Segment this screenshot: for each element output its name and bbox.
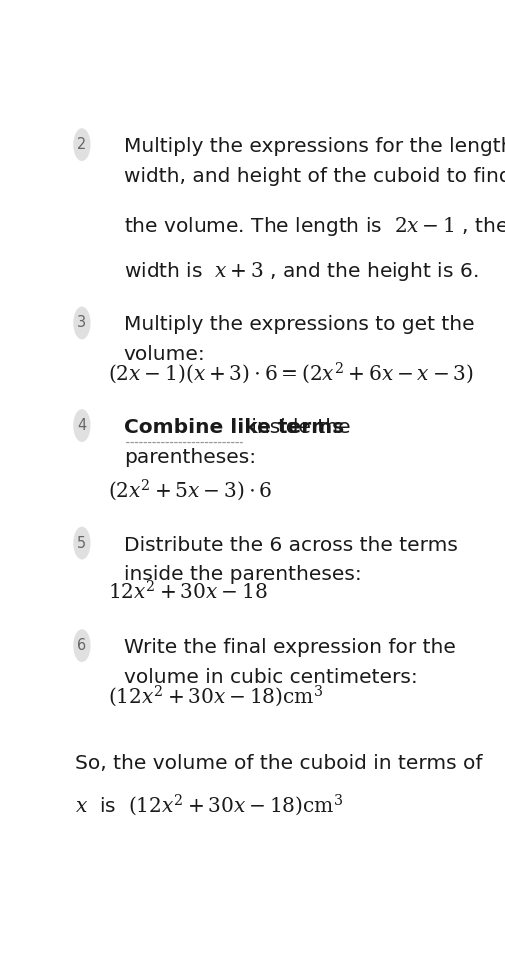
Text: $(12x^2+30x-18)\mathrm{cm}^3$: $(12x^2+30x-18)\mathrm{cm}^3$: [108, 683, 323, 708]
Text: inside the parentheses:: inside the parentheses:: [124, 566, 362, 584]
Text: $x$  is  $(12x^2+30x-18)\mathrm{cm}^3$: $x$ is $(12x^2+30x-18)\mathrm{cm}^3$: [75, 793, 343, 818]
Text: Multiply the expressions to get the: Multiply the expressions to get the: [124, 316, 474, 334]
Text: $(2x-1)(x+3)\cdot 6 = (2x^2+6x-x-3)$: $(2x-1)(x+3)\cdot 6 = (2x^2+6x-x-3)$: [108, 360, 474, 386]
Circle shape: [73, 629, 90, 662]
Text: volume:: volume:: [124, 345, 206, 364]
Text: the volume. The length is  $2x-1$ , the: the volume. The length is $2x-1$ , the: [124, 215, 505, 237]
Text: $12x^2+30x-18$: $12x^2+30x-18$: [108, 580, 268, 604]
Text: width, and height of the cuboid to find: width, and height of the cuboid to find: [124, 167, 505, 186]
Text: Multiply the expressions for the length,: Multiply the expressions for the length,: [124, 138, 505, 156]
Text: width is  $x+3$ , and the height is 6.: width is $x+3$ , and the height is 6.: [124, 260, 478, 283]
Circle shape: [73, 409, 90, 442]
Text: 4: 4: [77, 418, 86, 433]
Circle shape: [73, 306, 90, 339]
Text: $(2x^2+5x-3)\cdot 6$: $(2x^2+5x-3)\cdot 6$: [108, 478, 273, 504]
Text: parentheses:: parentheses:: [124, 448, 256, 467]
Text: So, the volume of the cuboid in terms of: So, the volume of the cuboid in terms of: [75, 754, 482, 773]
Text: 2: 2: [77, 138, 86, 152]
Text: 5: 5: [77, 536, 86, 550]
Text: Combine like terms: Combine like terms: [124, 418, 344, 437]
Text: Write the final expression for the: Write the final expression for the: [124, 639, 456, 657]
Circle shape: [73, 527, 90, 559]
Circle shape: [73, 128, 90, 161]
Text: inside the: inside the: [245, 418, 351, 437]
Text: volume in cubic centimeters:: volume in cubic centimeters:: [124, 668, 418, 687]
Text: 6: 6: [77, 639, 86, 653]
Text: 3: 3: [77, 316, 86, 330]
Text: Distribute the 6 across the terms: Distribute the 6 across the terms: [124, 536, 458, 554]
